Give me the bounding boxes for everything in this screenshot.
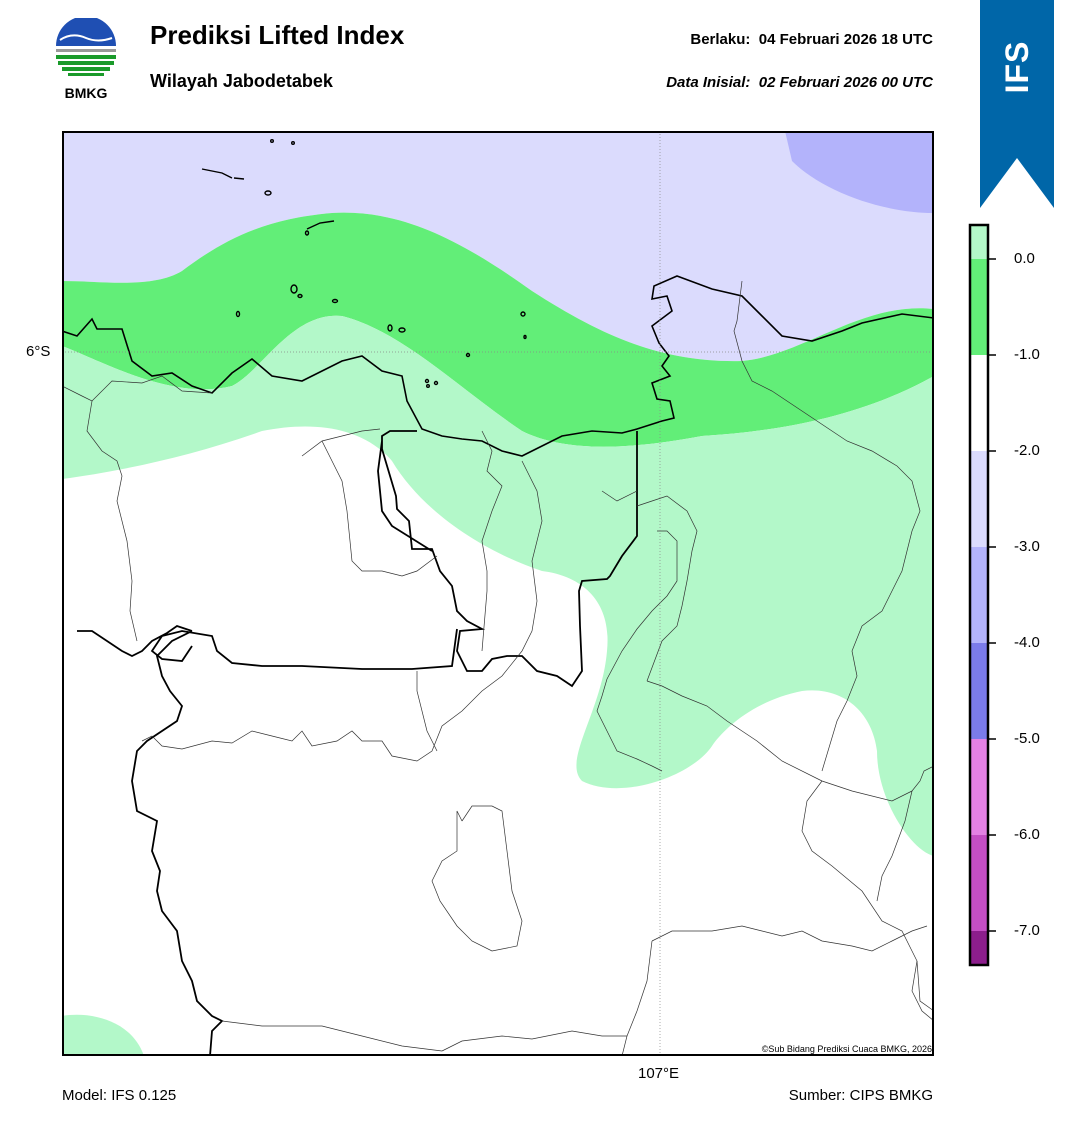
colorbar-segment [970, 931, 988, 965]
colorbar-segment [970, 739, 988, 835]
province-border [77, 430, 638, 688]
copyright-notice: ©Sub Bidang Prediksi Cuaca BMKG, 2026 [761, 1044, 932, 1054]
map-title: Prediksi Lifted Index [150, 20, 405, 50]
ifs-badge-text: IFS [998, 40, 1035, 94]
init-time: 02 Februari 2026 00 UTC [758, 74, 933, 91]
logo-text: BMKG [65, 85, 108, 101]
colorbar-segment [970, 643, 988, 739]
init-label: Data Inisial: [666, 74, 751, 91]
lifted-index-map [62, 131, 934, 1056]
valid-label: Berlaku: [690, 31, 751, 48]
contour-band-blue [785, 131, 934, 213]
colorbar-segment [970, 259, 988, 355]
latitude-label: 6°S [26, 343, 51, 360]
ifs-ribbon-badge [980, 0, 1054, 208]
islands [201, 138, 527, 388]
bmkg-logo-icon: BMKG [56, 18, 116, 101]
valid-time: 04 Februari 2026 18 UTC [758, 31, 933, 48]
contour-band-lavender [62, 131, 934, 362]
colorbar-tick-label: -3.0 [1014, 538, 1040, 555]
colorbar [968, 223, 996, 967]
valid-time-line: Berlaku: 04 Februari 2026 18 UTC [690, 31, 933, 48]
colorbar-tick-label: -2.0 [1014, 442, 1040, 459]
colorbar-tick-label: -4.0 [1014, 634, 1040, 651]
colorbar-tick-label: -5.0 [1014, 730, 1040, 747]
longitude-label: 107°E [638, 1065, 680, 1082]
contour-band-lightgreen-corner [62, 1014, 144, 1056]
colorbar-segment [970, 355, 988, 451]
coastline [62, 275, 934, 457]
map-subtitle: Wilayah Jabodetabek [150, 71, 333, 91]
colorbar-segment [970, 835, 988, 931]
init-time-line: Data Inisial: 02 Februari 2026 00 UTC [666, 74, 933, 91]
contour-band-lightgreen-main [62, 315, 934, 856]
colorbar-segment [970, 225, 988, 259]
district-borders [62, 280, 934, 1056]
model-label: Model: IFS 0.125 [62, 1087, 177, 1104]
source-label: Sumber: CIPS BMKG [788, 1087, 933, 1104]
colorbar-tick-label: -1.0 [1014, 346, 1040, 363]
colorbar-tick-label: -6.0 [1014, 826, 1040, 843]
colorbar-segment [970, 451, 988, 547]
contour-band-green [62, 212, 934, 447]
colorbar-segment [970, 547, 988, 643]
colorbar-tick-label: 0.0 [1014, 250, 1035, 267]
regency-border-west [131, 630, 224, 1056]
colorbar-tick-label: -7.0 [1014, 922, 1040, 939]
